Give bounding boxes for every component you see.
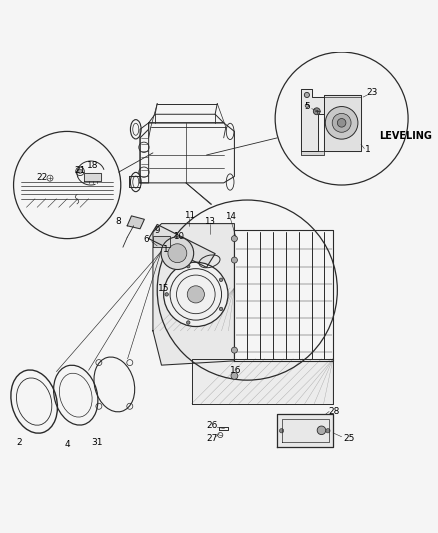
Text: 15: 15 bbox=[158, 284, 170, 293]
Polygon shape bbox=[277, 415, 333, 447]
Polygon shape bbox=[153, 237, 170, 247]
Text: 9: 9 bbox=[154, 226, 159, 235]
Text: 11: 11 bbox=[184, 212, 195, 221]
Circle shape bbox=[165, 293, 168, 296]
Circle shape bbox=[231, 236, 237, 241]
Circle shape bbox=[337, 118, 346, 127]
Text: 31: 31 bbox=[92, 438, 103, 447]
Text: 6: 6 bbox=[144, 236, 149, 245]
Circle shape bbox=[332, 114, 351, 132]
Polygon shape bbox=[148, 224, 215, 268]
Circle shape bbox=[317, 426, 326, 434]
Text: 5: 5 bbox=[304, 102, 310, 111]
Text: 28: 28 bbox=[328, 407, 340, 416]
Circle shape bbox=[304, 92, 310, 98]
Polygon shape bbox=[153, 224, 234, 365]
Text: 1: 1 bbox=[163, 245, 169, 254]
Text: 18: 18 bbox=[87, 161, 99, 170]
Text: 27: 27 bbox=[207, 433, 218, 442]
Circle shape bbox=[161, 237, 194, 270]
Circle shape bbox=[219, 278, 223, 281]
Circle shape bbox=[164, 262, 228, 327]
Polygon shape bbox=[85, 173, 102, 181]
Text: 26: 26 bbox=[206, 421, 217, 430]
Polygon shape bbox=[301, 151, 325, 155]
Text: 16: 16 bbox=[230, 366, 241, 375]
Polygon shape bbox=[127, 216, 145, 229]
Text: 8: 8 bbox=[116, 217, 121, 226]
Text: 23: 23 bbox=[366, 88, 377, 98]
Text: 4: 4 bbox=[64, 440, 70, 449]
Circle shape bbox=[313, 108, 320, 115]
Circle shape bbox=[325, 107, 358, 139]
Text: 2: 2 bbox=[16, 438, 22, 447]
Text: 1: 1 bbox=[364, 145, 370, 154]
Text: 21: 21 bbox=[74, 166, 86, 175]
Polygon shape bbox=[191, 359, 333, 403]
Circle shape bbox=[231, 373, 238, 379]
Circle shape bbox=[231, 257, 237, 263]
Text: 14: 14 bbox=[225, 212, 236, 221]
Text: 10: 10 bbox=[173, 232, 184, 241]
Circle shape bbox=[187, 286, 205, 303]
Circle shape bbox=[326, 429, 330, 433]
Circle shape bbox=[187, 264, 190, 268]
Circle shape bbox=[168, 244, 187, 263]
Circle shape bbox=[305, 104, 309, 107]
Text: LEVELING: LEVELING bbox=[379, 131, 432, 141]
Polygon shape bbox=[301, 88, 325, 151]
Circle shape bbox=[231, 347, 237, 353]
Text: 25: 25 bbox=[343, 434, 355, 443]
Circle shape bbox=[219, 307, 223, 311]
Polygon shape bbox=[325, 95, 361, 151]
Circle shape bbox=[279, 429, 284, 433]
Text: 22: 22 bbox=[37, 173, 48, 182]
Circle shape bbox=[78, 169, 82, 173]
Text: 13: 13 bbox=[204, 216, 215, 225]
Circle shape bbox=[187, 321, 190, 324]
